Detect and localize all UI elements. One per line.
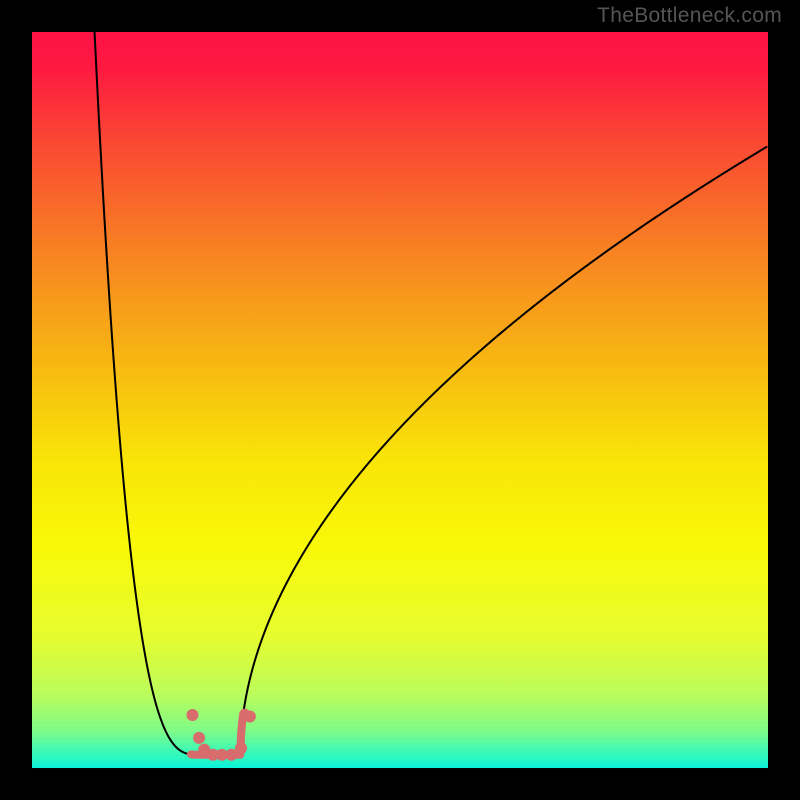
watermark-text: TheBottleneck.com (597, 4, 782, 28)
chart-frame: TheBottleneck.com (0, 0, 800, 800)
bottleneck-curve-chart (0, 0, 800, 800)
